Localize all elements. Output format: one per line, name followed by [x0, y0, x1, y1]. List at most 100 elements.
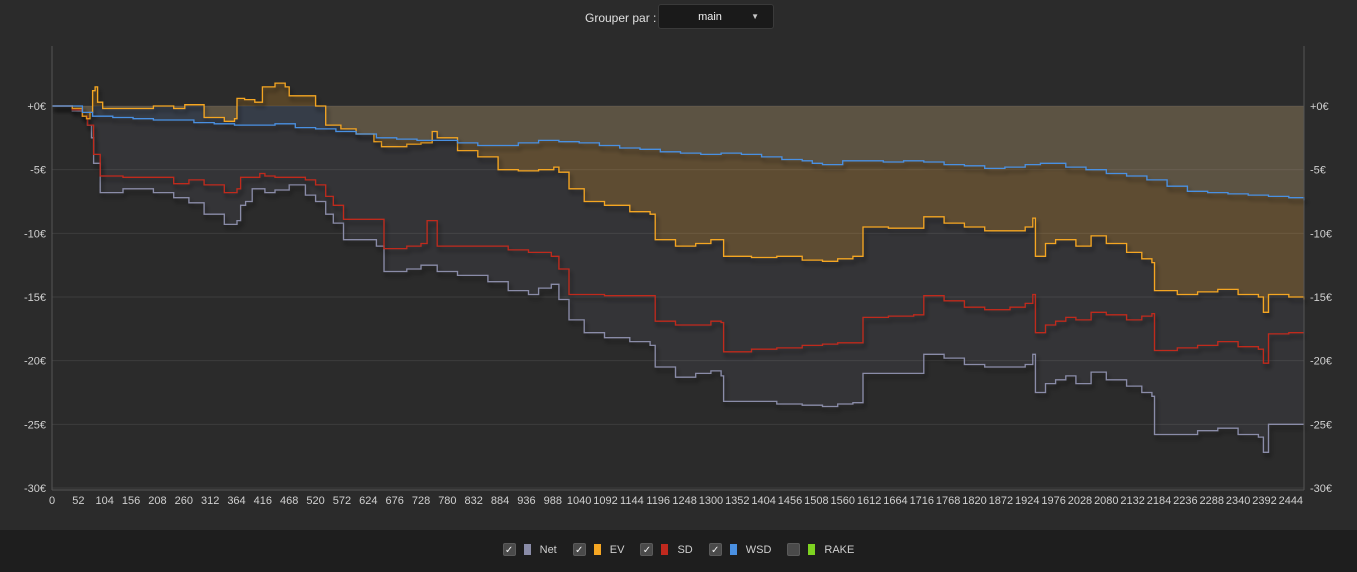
x-tick-label: 468	[280, 495, 298, 507]
results-chart: +0€ +0€ -5€ -5€ -10€ -10€ -15€ -15€ -20€ -20€ -25€…	[24, 46, 1332, 507]
y-tick-label-right: -25€	[1310, 419, 1332, 431]
legend-label: Net	[539, 543, 557, 556]
legend-checkbox[interactable]: ✓	[640, 543, 654, 556]
legend-swatch	[661, 544, 669, 555]
y-tick-label-right: -10€	[1310, 228, 1332, 240]
x-tick-label: 2132	[1120, 495, 1144, 507]
y-tick-label-left: -30€	[24, 483, 46, 495]
legend-swatch	[593, 544, 601, 555]
chevron-down-icon: ▼	[751, 12, 759, 21]
group-by-label: Grouper par :	[585, 11, 657, 25]
x-tick-label: 52	[72, 495, 84, 507]
legend-item-sd[interactable]: ✓ SD	[640, 543, 693, 556]
x-tick-label: 2340	[1226, 495, 1250, 507]
legend-label: EV	[609, 543, 625, 556]
x-tick-label: 520	[306, 495, 324, 507]
x-tick-label: 1352	[725, 495, 749, 507]
x-tick-label: 0	[49, 495, 55, 507]
x-tick-label: 676	[385, 495, 403, 507]
x-tick-label: 2288	[1200, 495, 1224, 507]
x-tick-label: 1768	[936, 495, 960, 507]
x-tick-label: 2444	[1279, 495, 1303, 507]
toolbar: Grouper par : main ▼	[0, 0, 1357, 34]
legend-item-net[interactable]: ✓ Net	[502, 543, 557, 556]
legend-label: WSD	[745, 543, 772, 556]
y-tick-label-left: -20€	[24, 356, 46, 368]
series-line-ev	[52, 82, 1305, 313]
legend-bar: ✓ Net ✓ EV ✓ SD ✓ WSD RAKE	[0, 530, 1357, 572]
x-tick-label: 2080	[1094, 495, 1118, 507]
x-tick-label: 1612	[857, 495, 881, 507]
legend-label: SD	[677, 543, 693, 556]
x-tick-label: 1664	[883, 495, 907, 507]
x-tick-label: 260	[175, 495, 193, 507]
x-tick-label: 156	[122, 495, 140, 507]
x-tick-label: 1976	[1041, 495, 1065, 507]
series-line-wsd	[52, 105, 1305, 201]
x-tick-label: 1196	[646, 495, 670, 507]
x-tick-label: 624	[359, 495, 377, 507]
area-ev	[52, 83, 1304, 313]
x-tick-label: 2392	[1252, 495, 1276, 507]
legend: ✓ Net ✓ EV ✓ SD ✓ WSD RAKE	[0, 543, 1357, 556]
x-tick-label: 988	[544, 495, 562, 507]
x-tick-label: 104	[96, 495, 114, 507]
x-tick-label: 208	[148, 495, 166, 507]
legend-swatch	[729, 544, 737, 555]
y-tick-label-left: +0€	[27, 101, 46, 113]
area-net	[52, 106, 1304, 453]
area-fills	[52, 83, 1304, 453]
legend-checkbox[interactable]: ✓	[708, 543, 722, 556]
legend-label: RAKE	[824, 543, 855, 556]
axes: +0€ +0€ -5€ -5€ -10€ -10€ -15€ -15€ -20€ -20€ -25€…	[24, 46, 1332, 507]
y-tick-label-left: -25€	[24, 419, 46, 431]
y-tick-label-right: -15€	[1310, 292, 1332, 304]
legend-swatch	[808, 544, 816, 555]
legend-item-ev[interactable]: ✓ EV	[572, 543, 625, 556]
grid	[52, 105, 1304, 489]
legend-item-wsd[interactable]: ✓ WSD	[708, 543, 772, 556]
x-tick-label: 1248	[672, 495, 696, 507]
x-tick-label: 832	[465, 495, 483, 507]
x-tick-label: 1404	[751, 495, 775, 507]
x-tick-label: 572	[333, 495, 351, 507]
x-tick-label: 1092	[593, 495, 617, 507]
group-by-value: main	[698, 11, 722, 23]
y-tick-label-right: -20€	[1310, 356, 1332, 368]
x-tick-label: 1300	[699, 495, 723, 507]
x-tick-label: 1716	[910, 495, 934, 507]
legend-item-rake[interactable]: RAKE	[787, 543, 854, 556]
y-tick-label-left: -10€	[24, 228, 46, 240]
series-line-sd	[52, 105, 1304, 364]
x-tick-label: 364	[227, 495, 245, 507]
area-wsd	[52, 106, 1304, 201]
x-tick-label: 936	[517, 495, 535, 507]
group-by-select[interactable]: main ▼	[658, 4, 774, 29]
legend-checkbox[interactable]: ✓	[502, 543, 516, 556]
y-tick-label-right: +0€	[1310, 101, 1329, 113]
x-tick-label: 728	[412, 495, 430, 507]
y-tick-label-right: -30€	[1310, 483, 1332, 495]
x-tick-label: 2184	[1147, 495, 1171, 507]
x-tick-label: 416	[254, 495, 272, 507]
x-tick-label: 1820	[962, 495, 986, 507]
y-tick-label-right: -5€	[1310, 165, 1326, 177]
x-tick-label: 1144	[620, 495, 644, 507]
x-tick-label: 1456	[778, 495, 802, 507]
x-tick-label: 780	[438, 495, 456, 507]
x-tick-label: 1508	[804, 495, 828, 507]
x-tick-label: 1924	[1015, 495, 1039, 507]
x-tick-label: 312	[201, 495, 219, 507]
legend-checkbox[interactable]: ✓	[572, 543, 586, 556]
legend-checkbox[interactable]	[787, 543, 801, 556]
series-line-net	[52, 105, 1304, 453]
x-tick-label: 1872	[989, 495, 1013, 507]
x-tick-label: 2028	[1068, 495, 1092, 507]
legend-swatch	[523, 544, 531, 555]
y-tick-label-left: -5€	[30, 165, 46, 177]
y-tick-label-left: -15€	[24, 292, 46, 304]
series-lines	[52, 82, 1305, 453]
x-tick-label: 1560	[830, 495, 854, 507]
x-tick-label: 1040	[567, 495, 591, 507]
x-tick-label: 2236	[1173, 495, 1197, 507]
